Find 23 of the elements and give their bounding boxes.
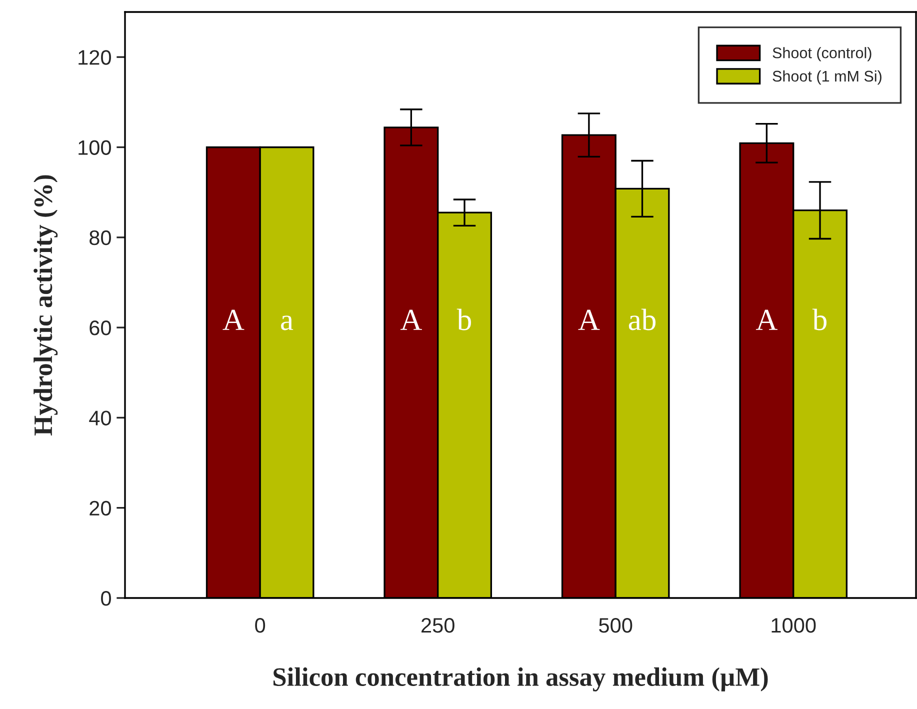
data-label: A xyxy=(756,310,778,330)
x-axis-title: Silicon concentration in assay medium (µM) xyxy=(274,667,768,692)
y-tick-label: 40 xyxy=(89,410,111,426)
y-tick-label: 0 xyxy=(101,591,111,606)
legend-label: Shoot (control) xyxy=(772,47,872,62)
data-label: A xyxy=(578,310,600,330)
data-label: a xyxy=(281,316,294,330)
data-label: A xyxy=(222,310,244,330)
y-tick-label: 100 xyxy=(78,140,111,155)
x-tick-label: 1000 xyxy=(772,618,816,633)
y-axis-title: Hydrolytic activity (%) xyxy=(34,175,58,436)
data-label: ab xyxy=(628,308,656,330)
x-tick-label: 0 xyxy=(255,618,266,633)
data-label: A xyxy=(400,310,422,330)
y-tick-label: 120 xyxy=(78,50,111,65)
legend-label: Shoot (1 mM Si) xyxy=(772,70,882,85)
data-label: b xyxy=(456,308,471,330)
y-tick-label: 60 xyxy=(90,320,111,336)
data-label: b xyxy=(812,308,826,330)
x-tick-label: 250 xyxy=(422,618,454,633)
y-tick-label: 80 xyxy=(90,230,111,246)
x-tick-label: 500 xyxy=(599,618,632,633)
y-tick-label: 20 xyxy=(90,500,111,516)
